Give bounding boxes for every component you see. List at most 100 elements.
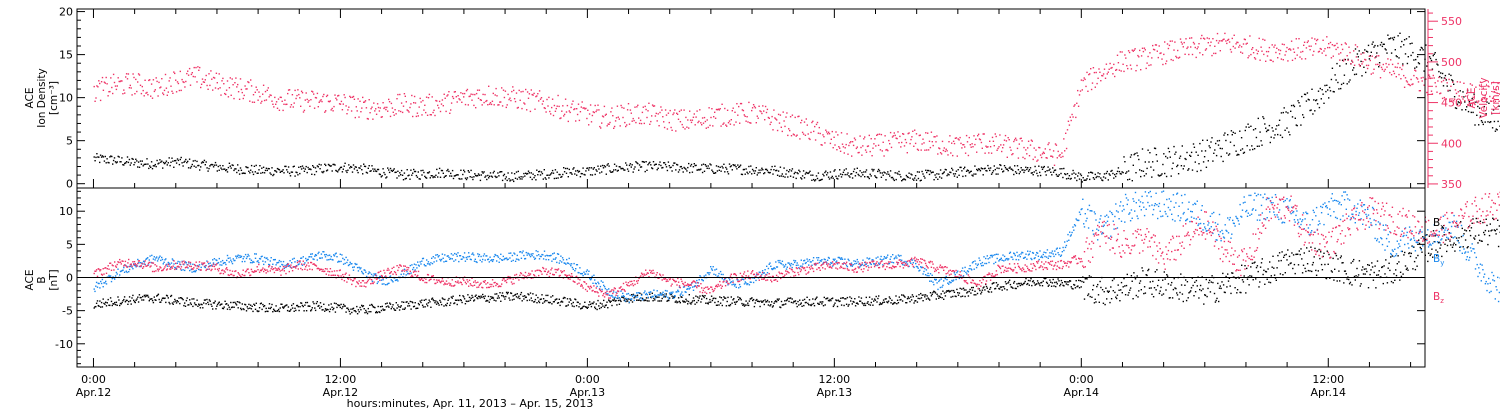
point-velocity (614, 120, 617, 122)
point-bx (1193, 295, 1195, 297)
point-velocity (223, 83, 225, 85)
point-bx (1005, 283, 1007, 285)
point-ion-density (171, 157, 173, 159)
point-velocity (508, 98, 510, 101)
point-ion-density (585, 170, 587, 172)
point-ion-density (503, 173, 506, 176)
point-ion-density (1210, 141, 1212, 143)
point-bx (431, 297, 434, 299)
point-ion-density (1202, 139, 1204, 141)
point-ion-density (1201, 150, 1203, 152)
point-velocity (1063, 138, 1065, 140)
point-bx (1378, 270, 1380, 272)
point-bx (421, 299, 423, 301)
point-ion-density (381, 175, 383, 177)
point-velocity (363, 101, 366, 103)
point-bx (1487, 243, 1489, 246)
point-ion-density (103, 160, 106, 162)
point-bx (577, 301, 579, 304)
point-ion-density (343, 165, 345, 167)
point-velocity (412, 115, 414, 118)
point-bx (1399, 279, 1401, 281)
point-bx (560, 301, 562, 303)
point-velocity (1043, 152, 1045, 154)
point-bx (1186, 281, 1189, 283)
point-bx (248, 303, 250, 306)
point-velocity (602, 116, 605, 118)
point-velocity (699, 109, 701, 111)
point-velocity (975, 138, 977, 140)
point-by (100, 280, 102, 283)
point-velocity (863, 138, 865, 140)
point-ion-density (902, 178, 905, 180)
point-bx (253, 303, 255, 305)
point-ion-density (152, 165, 155, 167)
point-ion-density (169, 164, 171, 167)
point-velocity (665, 114, 668, 116)
point-velocity (1392, 70, 1395, 72)
point-velocity (778, 122, 781, 124)
point-ion-density (1254, 128, 1257, 130)
point-ion-density (411, 174, 413, 176)
point-bx (393, 307, 395, 310)
point-velocity (202, 81, 205, 83)
point-bx (276, 310, 278, 312)
point-ion-density (133, 164, 135, 166)
point-velocity (1141, 47, 1144, 49)
point-bx (104, 303, 106, 305)
point-velocity (514, 100, 517, 103)
point-bx (1280, 259, 1282, 262)
point-bx (282, 307, 285, 309)
point-ion-density (1489, 121, 1491, 124)
point-ion-density (1132, 164, 1134, 166)
point-bx (241, 303, 243, 305)
point-velocity (1101, 74, 1103, 77)
point-velocity (902, 133, 905, 135)
point-bx (375, 310, 378, 313)
point-ion-density (1438, 70, 1440, 73)
point-ion-density (1295, 124, 1297, 126)
point-bx (999, 286, 1002, 288)
point-bx (604, 304, 607, 307)
point-ion-density (1026, 168, 1028, 171)
point-ion-density (314, 167, 317, 169)
point-bx (95, 305, 97, 308)
point-ion-density (393, 168, 395, 170)
point-bx (258, 310, 260, 312)
point-ion-density (1302, 114, 1304, 116)
point-ion-density (1192, 143, 1195, 145)
point-ion-density (987, 164, 989, 167)
point-bx (441, 297, 444, 299)
point-velocity (450, 109, 452, 111)
point-bx (371, 304, 374, 307)
point-bx (453, 302, 455, 305)
point-velocity (250, 85, 253, 87)
point-ion-density (1222, 160, 1224, 163)
point-bx (921, 294, 923, 296)
point-bx (766, 299, 769, 302)
point-velocity (1330, 57, 1333, 59)
point-ion-density (1483, 105, 1485, 108)
point-ion-density (539, 174, 542, 176)
point-ion-density (1105, 172, 1108, 175)
point-ion-density (719, 166, 721, 168)
point-ion-density (313, 166, 315, 168)
point-ion-density (546, 174, 548, 176)
point-velocity (1336, 42, 1338, 45)
point-velocity (385, 108, 387, 111)
point-ion-density (742, 168, 745, 171)
point-velocity (1044, 148, 1046, 150)
point-bx (177, 301, 179, 303)
point-velocity (576, 113, 579, 116)
point-velocity (275, 101, 278, 103)
point-bx (161, 299, 163, 301)
point-by (102, 286, 104, 288)
point-velocity (1288, 48, 1290, 51)
point-bx (911, 294, 914, 296)
point-ion-density (298, 166, 300, 168)
point-velocity (318, 101, 320, 103)
point-velocity (969, 144, 971, 146)
point-ion-density (1015, 172, 1018, 174)
point-ion-density (1042, 166, 1045, 169)
point-velocity (977, 135, 979, 137)
